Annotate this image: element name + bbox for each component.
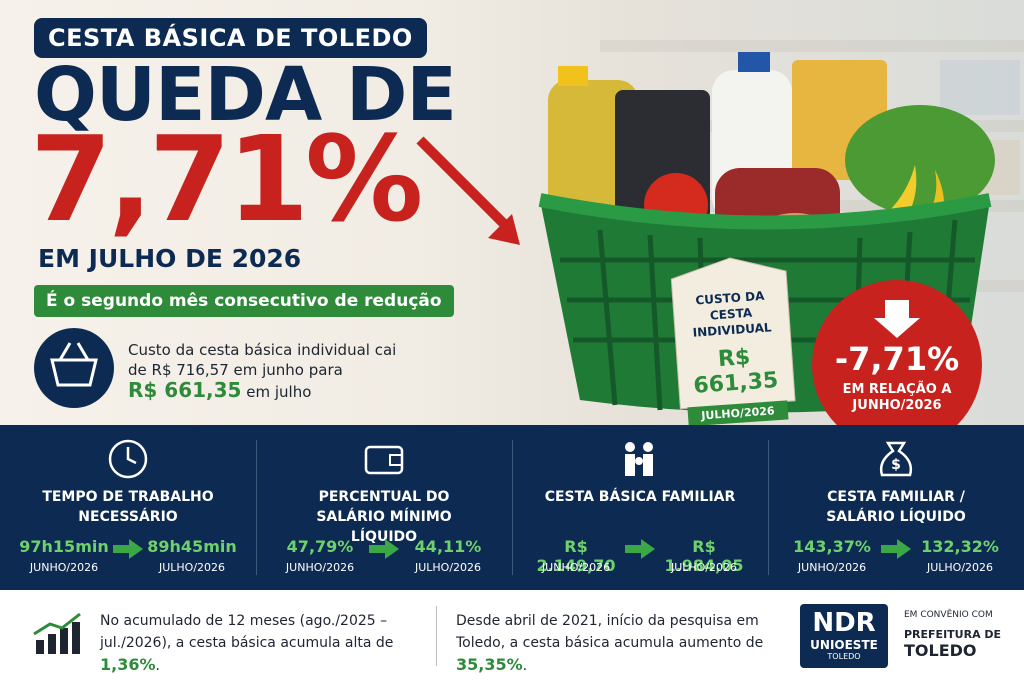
metric-to-period: JULHO/2026 bbox=[414, 561, 482, 574]
metric-to-period: JULHO/2026 bbox=[926, 561, 994, 574]
metric-title: CESTA BÁSICA FAMILIAR bbox=[544, 489, 736, 505]
divider bbox=[256, 440, 257, 575]
note: Desde abril de 2021, início da pesquisa … bbox=[456, 610, 786, 677]
note-highlight: 35,35% bbox=[456, 655, 523, 674]
tag-title: CUSTO DA CESTA INDIVIDUAL bbox=[692, 288, 773, 340]
arrow-head bbox=[488, 214, 520, 245]
metric-from-period: JUNHO/2026 bbox=[285, 561, 355, 574]
metric-title: TEMPO DE TRABALHO NECESSÁRIO bbox=[42, 489, 214, 525]
metric-arrow bbox=[881, 539, 911, 559]
metric-icon: $ bbox=[879, 441, 913, 477]
metric-to-value: 89h45min bbox=[147, 537, 237, 556]
note-text: Desde abril de 2021, início da pesquisa … bbox=[456, 613, 764, 651]
badge bbox=[812, 280, 982, 425]
basket-icon bbox=[34, 328, 114, 408]
badge-caption: EM RELAÇÃO A JUNHO/2026 bbox=[842, 382, 952, 413]
basket-icon-shape bbox=[50, 342, 98, 387]
metric-to-period: JULHO/2026 bbox=[158, 561, 226, 574]
metric-from-value: 97h15min bbox=[19, 537, 109, 556]
ndr-logo: NDR UNIOESTE TOLEDO bbox=[800, 604, 888, 668]
metric-to-period: JULHO/2026 bbox=[670, 561, 738, 574]
metric-arrow bbox=[113, 539, 143, 559]
milk-cap bbox=[738, 52, 770, 72]
ndr-city: TOLEDO bbox=[827, 652, 861, 661]
banner: É o segundo mês consecutivo de redução bbox=[34, 285, 454, 317]
illustration bbox=[34, 40, 1024, 425]
metric-arrow bbox=[369, 539, 399, 559]
cap bbox=[558, 66, 588, 86]
divider bbox=[768, 440, 769, 575]
partner-label: EM CONVÊNIO COM bbox=[904, 610, 993, 620]
badge-content: -7,71% EM RELAÇÃO A JUNHO/2026 bbox=[812, 340, 982, 414]
metric: PERCENTUAL DO SALÁRIO MÍNIMO LÍQUIDO 47,7… bbox=[256, 425, 512, 590]
metric-from-period: JUNHO/2026 bbox=[797, 561, 867, 574]
badge-arrow bbox=[874, 300, 920, 338]
summary: Custo da cesta básica individual cai de … bbox=[128, 340, 398, 402]
svg-text:$: $ bbox=[891, 457, 901, 473]
metric: TEMPO DE TRABALHO NECESSÁRIO 97h15min JUNH… bbox=[0, 425, 256, 590]
partner-line1: PREFEITURA DE bbox=[904, 628, 1002, 641]
partner-line2: TOLEDO bbox=[904, 641, 977, 660]
tag-value: R$ 661,35 bbox=[692, 344, 780, 399]
ndr-name: NDR bbox=[812, 608, 876, 638]
tag-content: CUSTO DA CESTA INDIVIDUAL R$ 661,35 JULH… bbox=[673, 286, 794, 425]
summary-highlight: R$ 661,35 bbox=[128, 378, 242, 402]
divider bbox=[512, 440, 513, 575]
metric-to-value: 44,11% bbox=[414, 537, 482, 556]
arrow bbox=[416, 136, 514, 234]
metric-from-value: 143,37% bbox=[793, 537, 871, 556]
metric-title: CESTA FAMILIAR / SALÁRIO LÍQUIDO bbox=[826, 489, 966, 525]
divider bbox=[436, 606, 437, 666]
badge-value: -7,71% bbox=[834, 340, 960, 378]
basket-rim bbox=[538, 193, 992, 230]
metric-arrow bbox=[625, 539, 655, 559]
metric-to-value: 132,32% bbox=[921, 537, 999, 556]
metric-from-period: JUNHO/2026 bbox=[29, 561, 99, 574]
metric-icon bbox=[625, 442, 653, 476]
partner: EM CONVÊNIO COM PREFEITURA DE TOLEDO bbox=[904, 610, 1001, 660]
ndr-sub: UNIOESTE bbox=[810, 638, 878, 652]
metric-from-value: 47,79% bbox=[286, 537, 354, 556]
metric-to-value: R$ 1.984,05 bbox=[664, 537, 744, 575]
note-end: . bbox=[155, 658, 160, 674]
note-text: No acumulado de 12 meses (ago./2025 – ju… bbox=[100, 613, 394, 651]
metric-from-period: JUNHO/2026 bbox=[541, 561, 611, 574]
note-end: . bbox=[522, 658, 528, 674]
metric: CESTA BÁSICA FAMILIAR R$ 2.149,70 JUNHO/20… bbox=[512, 425, 768, 590]
note-highlight: 1,36% bbox=[100, 655, 156, 674]
growth-icon bbox=[33, 612, 81, 654]
note: No acumulado de 12 meses (ago./2025 – ju… bbox=[100, 610, 430, 677]
rate: 7,71% bbox=[30, 110, 423, 248]
kicker: CESTA BÁSICA DE TOLEDO bbox=[34, 18, 427, 58]
price-tag bbox=[670, 257, 796, 410]
summary-suffix: em julho bbox=[246, 383, 312, 401]
metric-from-value: R$ 2.149,70 bbox=[536, 537, 616, 575]
metric-icon bbox=[364, 445, 404, 475]
metric: $ CESTA FAMILIAR / SALÁRIO LÍQUIDO 143,37%… bbox=[768, 425, 1024, 590]
metric-title: PERCENTUAL DO SALÁRIO MÍNIMO LÍQUIDO bbox=[316, 489, 452, 545]
hero: CESTA BÁSICA DE TOLEDO QUEDA DE 7,71% EM… bbox=[0, 0, 1024, 425]
metric-icon bbox=[108, 439, 148, 479]
summary-text: Custo da cesta básica individual cai de … bbox=[128, 341, 397, 379]
headline: QUEDA DE bbox=[34, 52, 457, 138]
lettuce bbox=[845, 105, 995, 215]
period: EM JULHO DE 2026 bbox=[38, 244, 302, 273]
